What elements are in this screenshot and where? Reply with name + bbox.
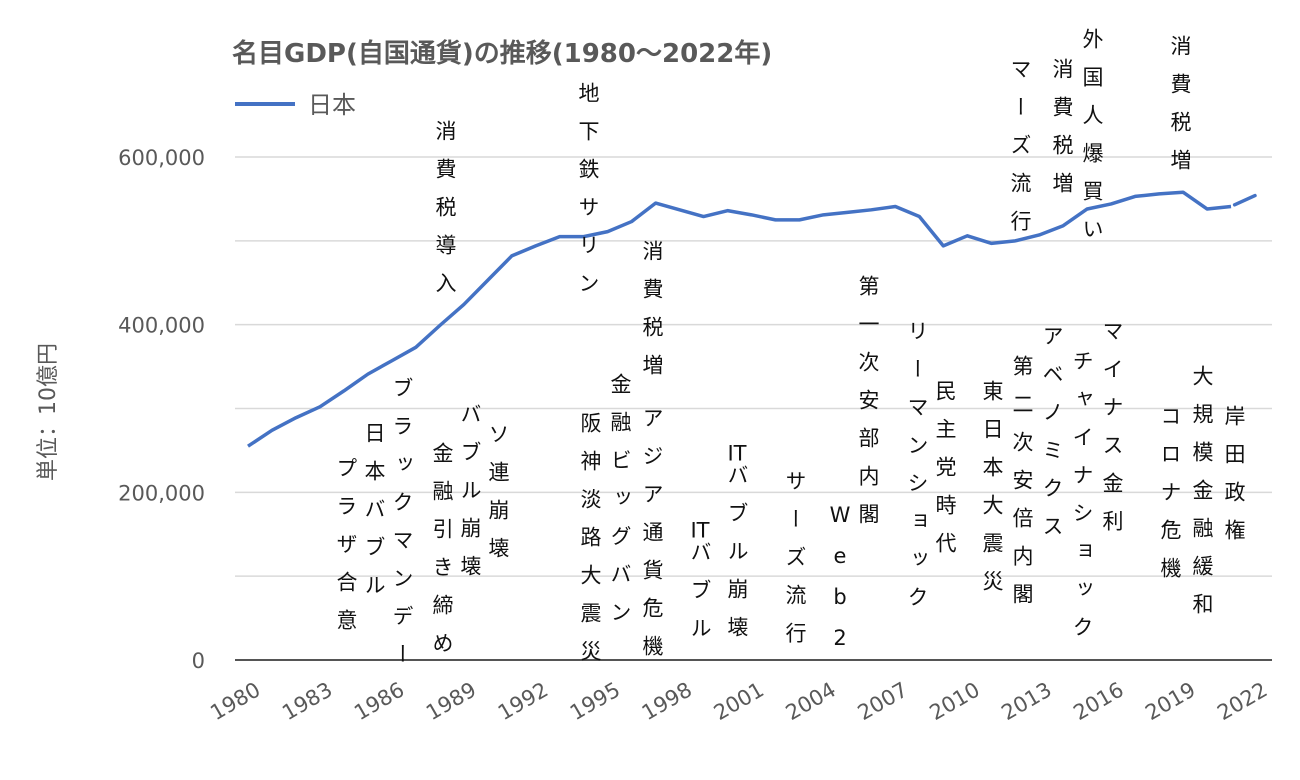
legend-label: 日本 (308, 91, 356, 119)
y-tick-label: 200,000 (118, 481, 205, 505)
y-tick-label: 0 (192, 649, 205, 673)
y-tick-label: 600,000 (118, 146, 205, 170)
annotation-label: アベノミクス (1040, 325, 1064, 553)
annotation-label: ソ連崩壊 (486, 423, 510, 575)
annotation-label: 民主党時代 (933, 380, 957, 570)
annotation-label: チャイナショック (1070, 350, 1094, 654)
x-tick-label: 2016 (1069, 678, 1127, 726)
x-tick-label: 1998 (638, 678, 696, 726)
annotation-label: 金融ビッグバン (608, 373, 632, 639)
annotation-label: 大規模金融緩和 (1190, 365, 1214, 631)
x-tick-label: 2004 (782, 678, 840, 726)
chart-title: 名目GDP(自国通貨)の推移(1980～2022年) (232, 38, 772, 69)
x-tick-label: 1995 (566, 678, 624, 726)
x-tick-label: 1980 (206, 678, 264, 726)
x-tick-label: 2007 (854, 678, 912, 726)
annotation-label: Web2 (828, 503, 852, 667)
annotation-label: マイナス金利 (1100, 320, 1124, 548)
annotation-label: ブラックマンデー (390, 377, 414, 681)
x-tick-label: 1986 (350, 678, 408, 726)
annotation-label: 岸田政権 (1222, 405, 1246, 557)
annotation-label: 金融引き締め (430, 442, 454, 670)
annotation-label: 外国人爆買い (1080, 28, 1104, 256)
x-tick-label: 2010 (925, 678, 983, 726)
y-axis-label: 単位：10億円 (36, 343, 61, 481)
annotation-label: 東日本大震災 (980, 380, 1004, 608)
annotation-label: 第一次安部内閣 (856, 275, 880, 541)
annotation-label: リーマンショック (905, 320, 929, 624)
x-tick-label: 1989 (422, 678, 480, 726)
series-line-segment (1232, 193, 1257, 207)
series-line-japan (247, 190, 1232, 448)
annotation-label: 阪神淡路大震災 (578, 412, 602, 678)
annotation-label: バブル崩壊 (458, 403, 482, 593)
x-tick-label: 2022 (1213, 678, 1271, 726)
annotation-label: 第二次安倍内閣 (1010, 355, 1034, 621)
x-tick-label: 2019 (1141, 678, 1199, 726)
x-tick-label: 2001 (710, 678, 768, 726)
x-tick-label: 1992 (494, 678, 552, 726)
x-tick-label: 1983 (278, 678, 336, 726)
annotation-label: 地下鉄サリン (576, 82, 600, 310)
annotation-label: ITバブル (688, 520, 712, 655)
annotation-label: マーズ流行 (1008, 58, 1032, 248)
annotation-label: 消費税導入 (433, 120, 457, 310)
annotation-label: 消費税増 (1168, 35, 1192, 187)
annotation-label: サーズ流行 (783, 470, 807, 660)
annotation-label: 日本バブル (362, 422, 386, 612)
annotation-label: ITバブル崩壊 (725, 443, 749, 654)
x-tick-label: 2013 (997, 678, 1055, 726)
annotation-label: 消費税増 (1050, 58, 1074, 210)
annotation-label: アジア通貨危機 (640, 407, 664, 673)
annotation-label: プラザ合意 (334, 457, 358, 647)
y-tick-label: 400,000 (118, 314, 205, 338)
annotation-label: コロナ危機 (1158, 405, 1182, 595)
annotation-label: 消費税増 (640, 240, 664, 392)
